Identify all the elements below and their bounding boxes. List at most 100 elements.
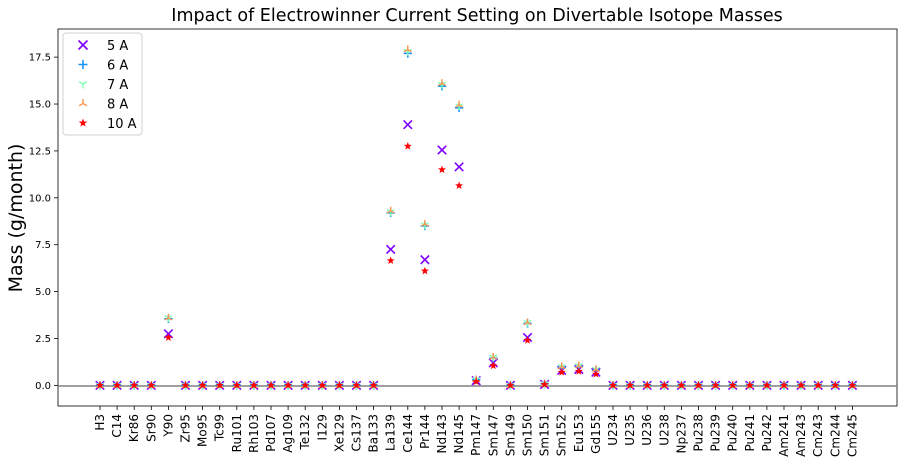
data-point <box>557 368 566 376</box>
data-point <box>113 381 122 389</box>
x-tick-label: Pu238 <box>692 414 706 452</box>
x-tick-label: Ba133 <box>367 414 381 453</box>
y-tick-label: 0.0 <box>35 381 51 392</box>
data-point <box>301 381 310 389</box>
data-point <box>318 381 327 389</box>
data-point <box>472 377 481 386</box>
x-tick-label: Zr95 <box>179 414 193 442</box>
data-point <box>267 381 275 389</box>
data-point <box>438 165 446 174</box>
legend-label: 7 A <box>107 78 128 93</box>
data-point <box>420 219 429 227</box>
data-point <box>643 381 652 389</box>
data-point <box>249 381 258 389</box>
x-tick-label: Sr90 <box>144 414 158 442</box>
x-tick-label: Mo95 <box>196 414 210 447</box>
data-point <box>147 381 156 389</box>
x-tick-label: Cm243 <box>811 414 825 457</box>
series-7a <box>95 48 857 390</box>
x-tick-label: Pm147 <box>469 414 483 456</box>
data-point <box>591 369 600 378</box>
x-tick-label: Sm149 <box>503 414 517 456</box>
x-tick-label: Cm245 <box>845 414 859 457</box>
data-point <box>523 318 532 326</box>
data-point <box>455 100 464 108</box>
x-tick-label: Gd155 <box>589 414 603 454</box>
data-point <box>694 381 703 389</box>
x-tick-label: Eu153 <box>572 414 586 452</box>
legend-item: 5 A <box>77 39 128 54</box>
legend-box <box>62 32 143 136</box>
chart-title: Impact of Electrowinner Current Setting … <box>171 6 782 26</box>
data-point <box>728 381 737 389</box>
x-tick-label: Pu241 <box>743 414 757 452</box>
legend-label: 5 A <box>107 39 128 54</box>
data-point <box>164 313 173 321</box>
data-point <box>78 118 88 127</box>
data-point <box>352 381 361 389</box>
x-tick-label: Pu240 <box>726 414 740 452</box>
y-tick-label: 15.0 <box>29 100 51 111</box>
x-tick-label: Nd145 <box>452 414 466 454</box>
data-point <box>284 381 293 389</box>
data-point <box>164 333 173 341</box>
data-point <box>780 381 788 389</box>
data-point <box>181 381 190 389</box>
data-point <box>489 361 498 370</box>
data-point <box>848 381 857 389</box>
legend-label: 8 A <box>107 98 128 113</box>
x-tick-label: Rh103 <box>247 414 261 453</box>
data-point <box>420 254 430 265</box>
x-tick-label: Np237 <box>674 414 688 454</box>
data-point <box>335 381 344 389</box>
data-point <box>660 381 669 389</box>
x-tick-label: U236 <box>640 414 654 446</box>
y-tick-label: 10.0 <box>29 193 51 204</box>
plot-area <box>57 28 898 407</box>
data-point <box>96 381 104 389</box>
x-tick-label: U238 <box>657 414 671 446</box>
x-tick-label: U235 <box>623 414 637 446</box>
data-point <box>232 381 241 389</box>
x-tick-label: Ru101 <box>230 414 244 452</box>
data-point <box>489 353 498 360</box>
data-point <box>506 381 515 389</box>
data-point <box>455 181 464 190</box>
data-point <box>403 142 412 150</box>
legend-label: 6 A <box>107 59 128 74</box>
y-tick-label: 7.5 <box>35 240 51 251</box>
x-tick-label: Tc99 <box>213 414 227 442</box>
y-axis: 0.0 2.5 5.0 7.5 10.0 12.5 15.0 17.5 <box>29 53 58 392</box>
x-tick-label: Am243 <box>794 414 808 457</box>
x-tick-label: Am241 <box>777 414 791 457</box>
x-tick-label: Cm244 <box>828 414 842 457</box>
x-tick-label: Te132 <box>298 414 312 451</box>
data-point <box>523 336 532 344</box>
data-point <box>385 244 396 255</box>
x-tick-label: Ag109 <box>281 414 295 453</box>
data-point <box>609 381 617 389</box>
data-point <box>831 381 840 389</box>
data-point <box>77 39 89 51</box>
x-tick-label: Pu239 <box>709 414 723 452</box>
data-point <box>420 266 429 275</box>
x-tick-label: Sm152 <box>555 414 569 456</box>
data-point <box>745 381 754 389</box>
x-tick-label: Pr144 <box>418 414 432 449</box>
x-tick-label: I129 <box>315 414 329 440</box>
y-tick-label: 17.5 <box>29 53 51 64</box>
x-tick-label: U234 <box>606 414 620 446</box>
data-point <box>78 81 88 89</box>
data-point <box>762 381 771 389</box>
series-6a <box>95 49 857 390</box>
y-tick-label: 2.5 <box>35 334 51 345</box>
series-5a <box>95 119 858 391</box>
data-point <box>557 362 566 370</box>
data-point <box>797 381 806 389</box>
x-tick-label: Sm151 <box>538 414 552 456</box>
data-point <box>711 381 720 389</box>
legend-label: 10 A <box>107 117 137 132</box>
data-point <box>677 381 686 389</box>
y-axis-label: Mass (g/month) <box>5 144 27 293</box>
x-tick-label: Pd107 <box>264 414 278 452</box>
